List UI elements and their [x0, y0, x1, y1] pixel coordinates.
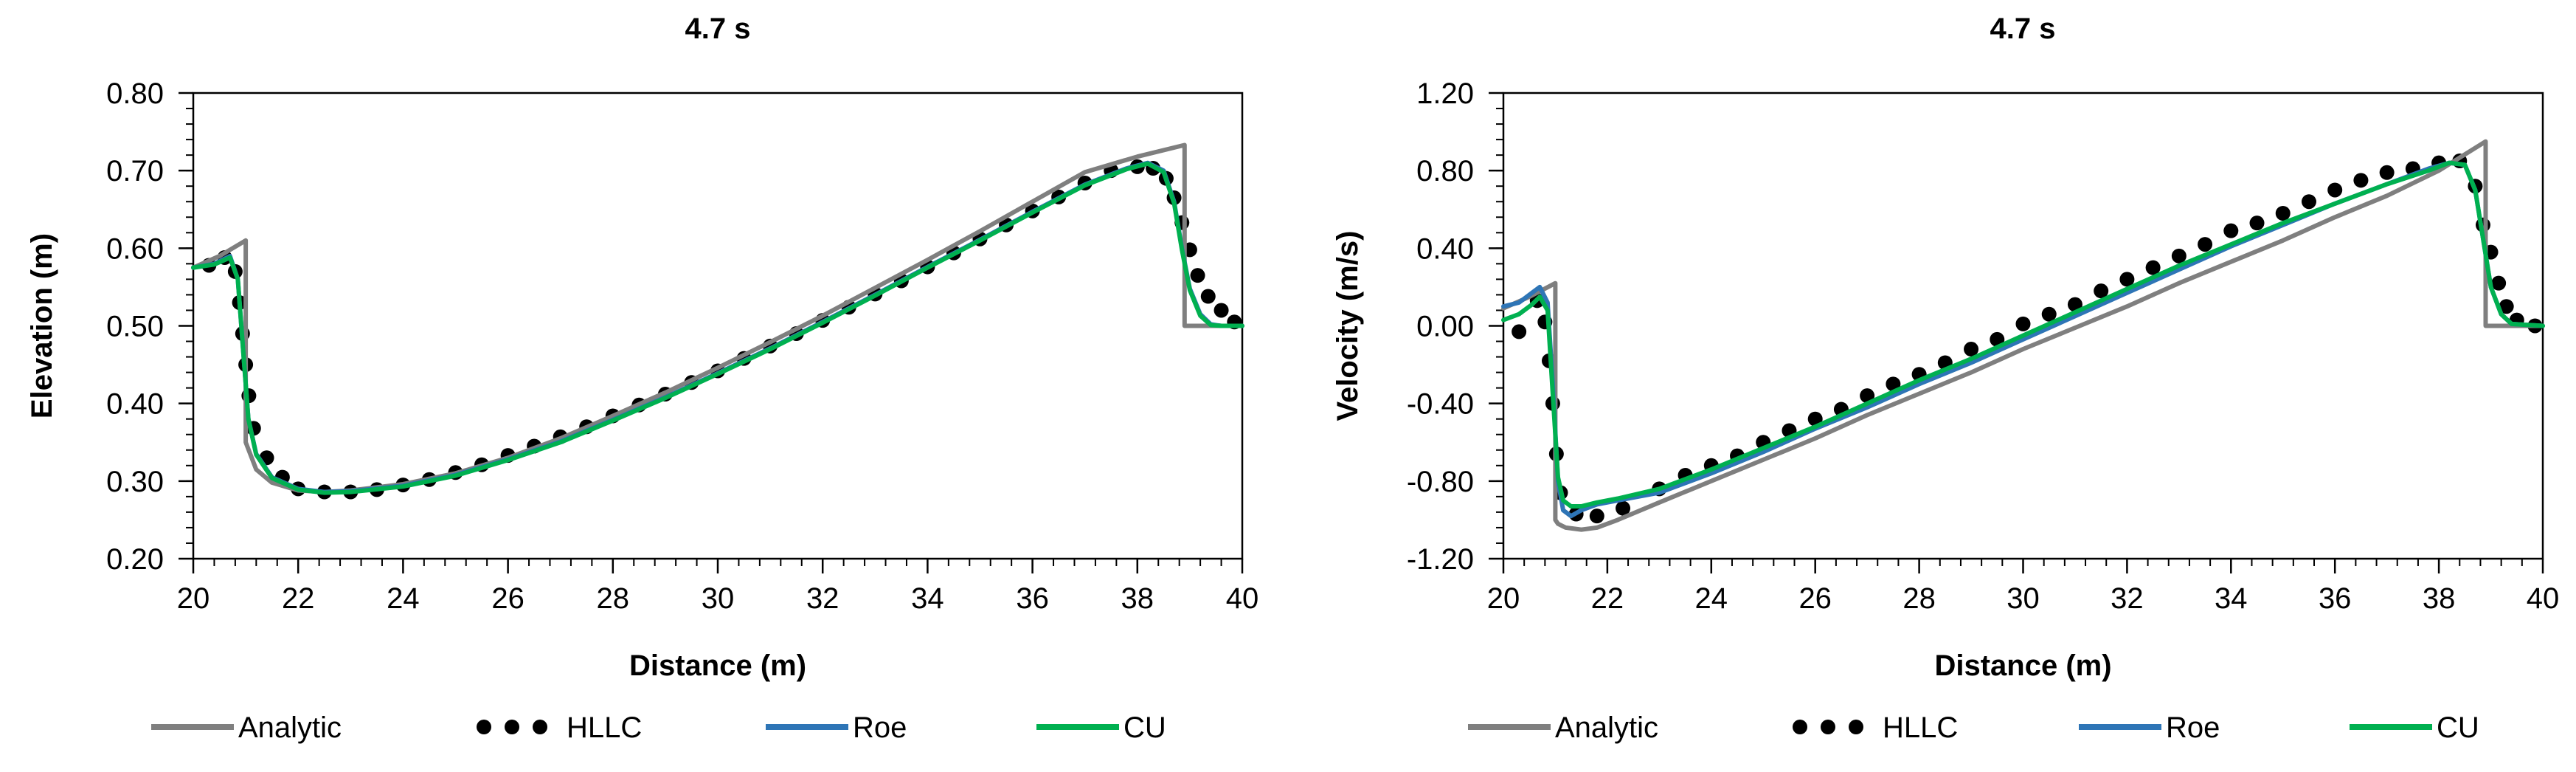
x-tick-label: 30 [702, 582, 735, 615]
x-tick-label: 24 [1695, 582, 1728, 615]
hllc-data-point [1190, 268, 1205, 283]
legend-label: Roe [853, 711, 907, 744]
hllc-data-point [1964, 342, 1979, 357]
x-tick-label: 30 [2007, 582, 2040, 615]
hllc-data-point [1512, 324, 1527, 340]
x-tick-label: 34 [911, 582, 944, 615]
hllc-data-point [2223, 223, 2239, 238]
cu-series-line [1501, 160, 2545, 509]
hllc-data-point [2353, 173, 2369, 188]
x-tick-label: 24 [387, 582, 420, 615]
hllc-data-point [2145, 260, 2161, 275]
legend-hllc-marker [533, 720, 547, 734]
hllc-data-point [2094, 283, 2109, 299]
legend-hllc-marker [1821, 720, 1835, 734]
chart-title: 4.7 s [685, 13, 751, 45]
x-tick-label: 26 [491, 582, 524, 615]
x-axis-label: Distance (m) [1934, 649, 2111, 682]
legend-hllc-marker [1793, 720, 1807, 734]
hllc-data-point [2301, 194, 2316, 210]
hllc-data-point [2499, 299, 2514, 314]
x-tick-label: 28 [1902, 582, 1936, 615]
x-tick-label: 22 [1591, 582, 1624, 615]
hllc-data-point [2041, 306, 2057, 322]
x-tick-label: 22 [282, 582, 315, 615]
y-tick-label: -0.80 [1407, 466, 1474, 498]
hllc-data-point [2379, 165, 2395, 180]
x-tick-label: 38 [2423, 582, 2456, 615]
legend-label: HLLC [1883, 711, 1958, 744]
y-tick-label: 0.80 [106, 77, 164, 110]
hllc-data-point [1589, 509, 1604, 524]
analytic-series-line [1501, 139, 2545, 532]
cu-series-line [191, 161, 1244, 495]
x-tick-label: 38 [1121, 582, 1154, 615]
y-tick-label: 0.60 [106, 232, 164, 265]
y-tick-label: 1.20 [1416, 77, 1474, 110]
y-tick-label: 0.40 [1416, 232, 1474, 265]
y-tick-label: 0.20 [106, 543, 164, 576]
hllc-data-point [2171, 248, 2187, 263]
hllc-data-point [2491, 275, 2507, 291]
hllc-data-point [1213, 303, 1229, 318]
y-tick-label: -1.20 [1407, 543, 1474, 576]
hllc-data-point [2275, 206, 2291, 221]
hllc-data-point [1860, 388, 1875, 404]
y-tick-label: 0.80 [1416, 155, 1474, 187]
hllc-data-point [1886, 376, 1901, 392]
y-tick-label: 0.40 [106, 388, 164, 421]
legend-label: CU [2437, 711, 2479, 744]
x-tick-label: 36 [1016, 582, 1049, 615]
x-tick-label: 32 [2111, 582, 2144, 615]
hllc-data-point [1200, 289, 1216, 304]
x-tick-label: 32 [806, 582, 839, 615]
x-tick-label: 40 [1226, 582, 1259, 615]
legend-label: CU [1123, 711, 1166, 744]
x-tick-label: 34 [2215, 582, 2248, 615]
legend-hllc-marker [505, 720, 519, 734]
analytic-series-line [191, 142, 1244, 494]
x-axis-label: Distance (m) [629, 649, 806, 682]
hllc-data-point [2327, 182, 2343, 198]
y-tick-label: 0.30 [106, 466, 164, 498]
x-tick-label: 20 [1487, 582, 1520, 615]
y-tick-label: -0.40 [1407, 388, 1474, 421]
legend-hllc-marker [1849, 720, 1863, 734]
legend-label: Analytic [1555, 711, 1658, 744]
chart-title: 4.7 s [1990, 13, 2056, 45]
y-axis-label: Elevation (m) [26, 233, 58, 418]
hllc-data-point [2198, 237, 2213, 252]
y-axis-label: Velocity (m/s) [1332, 231, 1364, 421]
x-tick-label: 26 [1798, 582, 1832, 615]
x-tick-label: 20 [177, 582, 210, 615]
legend-label: HLLC [567, 711, 642, 744]
y-tick-label: 0.70 [106, 155, 164, 187]
legend-label: Roe [2166, 711, 2220, 744]
x-tick-label: 36 [2319, 582, 2352, 615]
velocity-chart: 4.7 s -1.20 -0.80 -0.40 0.00 0.40 0.80 1.20 20 22… [1332, 13, 2559, 744]
y-tick-label: 0.50 [106, 311, 164, 343]
legend-hllc-marker [477, 720, 491, 734]
hllc-data-point [2015, 316, 2031, 331]
y-tick-label: 0.00 [1416, 311, 1474, 343]
elevation-chart: 4.7 s 0.20 0.30 0.40 0.50 0.60 0.70 0.80 20 22 24 2… [26, 13, 1258, 744]
x-tick-label: 40 [2527, 582, 2560, 615]
x-tick-label: 28 [597, 582, 630, 615]
legend-label: Analytic [238, 711, 342, 744]
hllc-data-point [1616, 500, 1631, 516]
hllc-data-point [2249, 216, 2265, 231]
hllc-data-point [2119, 272, 2135, 287]
